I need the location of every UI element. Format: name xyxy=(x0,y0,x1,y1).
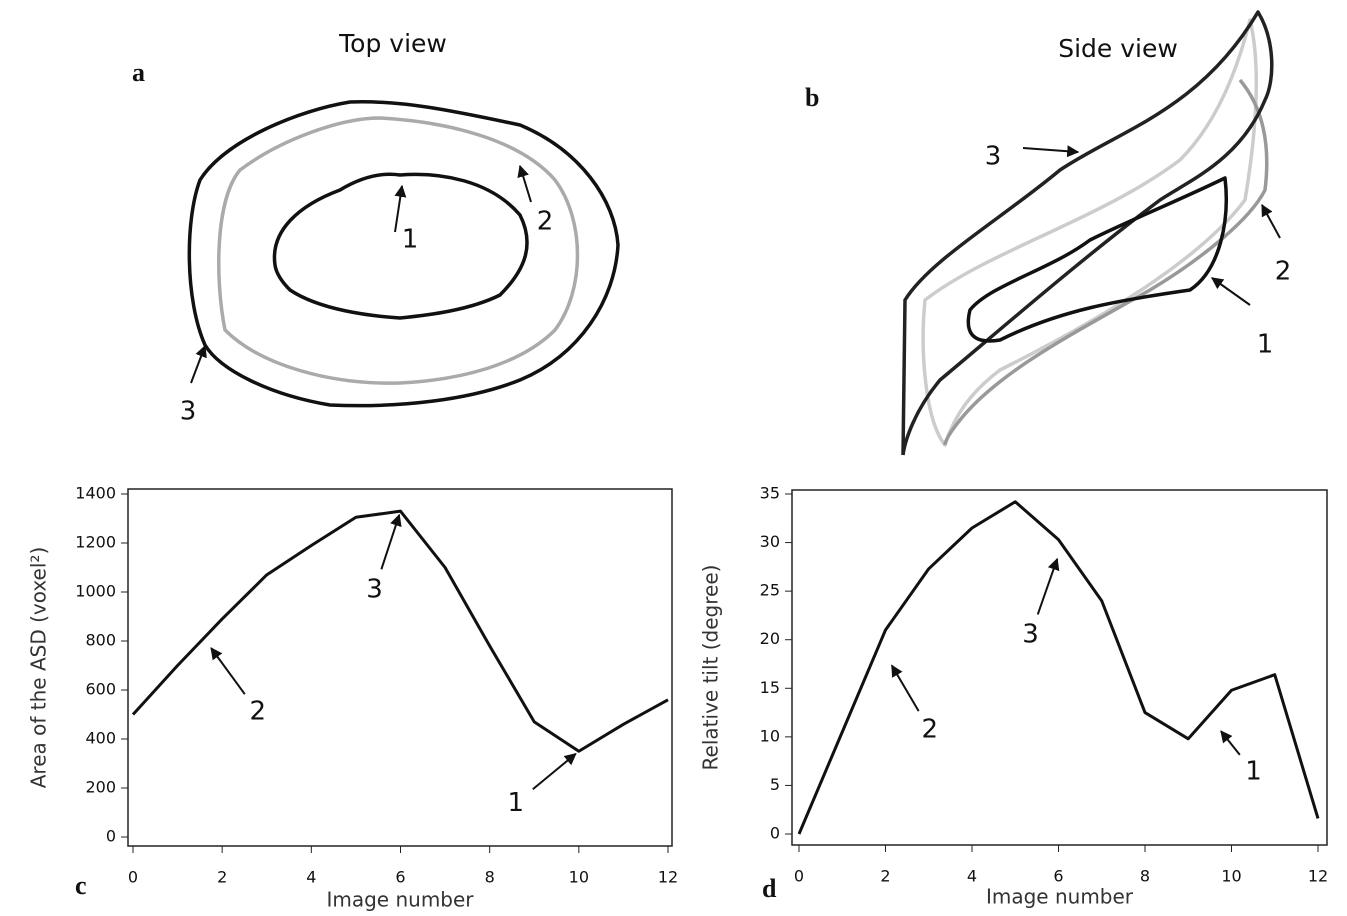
y-tick-label: 0 xyxy=(106,827,116,846)
contour-2 xyxy=(943,78,1269,446)
arrow xyxy=(1022,145,1080,158)
x-tick-label: 4 xyxy=(967,867,977,886)
annotation: 1 xyxy=(1257,330,1274,360)
x-tick-label: 6 xyxy=(1053,867,1063,886)
y-tick-label: 1200 xyxy=(75,533,116,552)
plot-frame xyxy=(127,488,673,847)
panel-letter: b xyxy=(805,83,819,112)
annotation-arrow xyxy=(1220,730,1241,756)
annotation: 3 xyxy=(985,142,1002,172)
x-tick-label: 0 xyxy=(794,867,804,886)
annotation: 2 xyxy=(1275,257,1292,287)
contour-3 xyxy=(901,10,1274,456)
annotation: 1 xyxy=(508,788,525,818)
x-axis-label: Image number xyxy=(326,888,474,912)
plot-frame xyxy=(791,489,1328,846)
y-tick-label: 35 xyxy=(760,484,780,503)
annotation: 3 xyxy=(180,397,197,427)
arrow xyxy=(190,344,207,384)
x-tick-label: 2 xyxy=(217,868,227,887)
annotation: 3 xyxy=(1022,620,1039,650)
y-tick-label: 15 xyxy=(760,678,780,697)
x-tick-label: 4 xyxy=(306,868,316,887)
y-tick-label: 200 xyxy=(85,778,116,797)
annotation-arrow xyxy=(210,647,246,695)
annotation-arrow xyxy=(380,513,402,570)
x-tick-label: 0 xyxy=(128,868,138,887)
annotation-arrow xyxy=(532,753,577,791)
panel-title: Top view xyxy=(338,29,447,58)
annotation-arrow xyxy=(890,664,920,712)
x-tick-label: 6 xyxy=(395,868,405,887)
data-line xyxy=(131,509,669,753)
y-axis-label: Relative tilt (degree) xyxy=(699,565,723,771)
y-tick-label: 600 xyxy=(85,680,116,699)
data-line xyxy=(797,500,1320,835)
y-tick-label: 10 xyxy=(760,726,780,745)
y-axis-label: Area of the ASD (voxel²) xyxy=(27,547,51,789)
arrow xyxy=(1261,203,1281,239)
y-tick-label: 25 xyxy=(760,581,780,600)
panel-letter: a xyxy=(132,58,145,87)
x-tick-label: 12 xyxy=(1308,867,1328,886)
x-tick-label: 10 xyxy=(569,868,589,887)
y-tick-label: 1000 xyxy=(75,582,116,601)
annotation-arrow xyxy=(1036,557,1060,615)
annotation: 1 xyxy=(402,225,419,255)
panel-title: Side view xyxy=(1058,34,1178,63)
annotation: 2 xyxy=(250,696,267,726)
x-tick-label: 8 xyxy=(1140,867,1150,886)
arrow xyxy=(517,164,532,203)
x-tick-label: 8 xyxy=(485,868,495,887)
annotation: 2 xyxy=(922,715,939,745)
annotation: 2 xyxy=(537,207,554,237)
arrow xyxy=(394,184,407,233)
x-tick-label: 12 xyxy=(658,868,678,887)
y-tick-label: 1400 xyxy=(75,484,116,503)
x-tick-label: 10 xyxy=(1221,867,1241,886)
arrow xyxy=(1211,277,1251,306)
y-tick-label: 5 xyxy=(770,775,780,794)
y-tick-label: 30 xyxy=(760,532,780,551)
contour-2 xyxy=(921,18,1259,447)
y-tick-label: 800 xyxy=(85,631,116,650)
annotation: 3 xyxy=(366,575,383,605)
panel-letter: c xyxy=(75,871,87,900)
annotation: 1 xyxy=(1245,757,1262,787)
y-tick-label: 0 xyxy=(770,824,780,843)
contour-2 xyxy=(217,116,580,385)
x-axis-label: Image number xyxy=(986,885,1134,909)
contour-3 xyxy=(187,100,620,408)
y-tick-label: 400 xyxy=(85,729,116,748)
y-tick-label: 20 xyxy=(760,629,780,648)
x-tick-label: 2 xyxy=(880,867,890,886)
contour-1 xyxy=(966,176,1228,343)
panel-letter: d xyxy=(762,874,777,903)
contour-1 xyxy=(272,172,529,320)
